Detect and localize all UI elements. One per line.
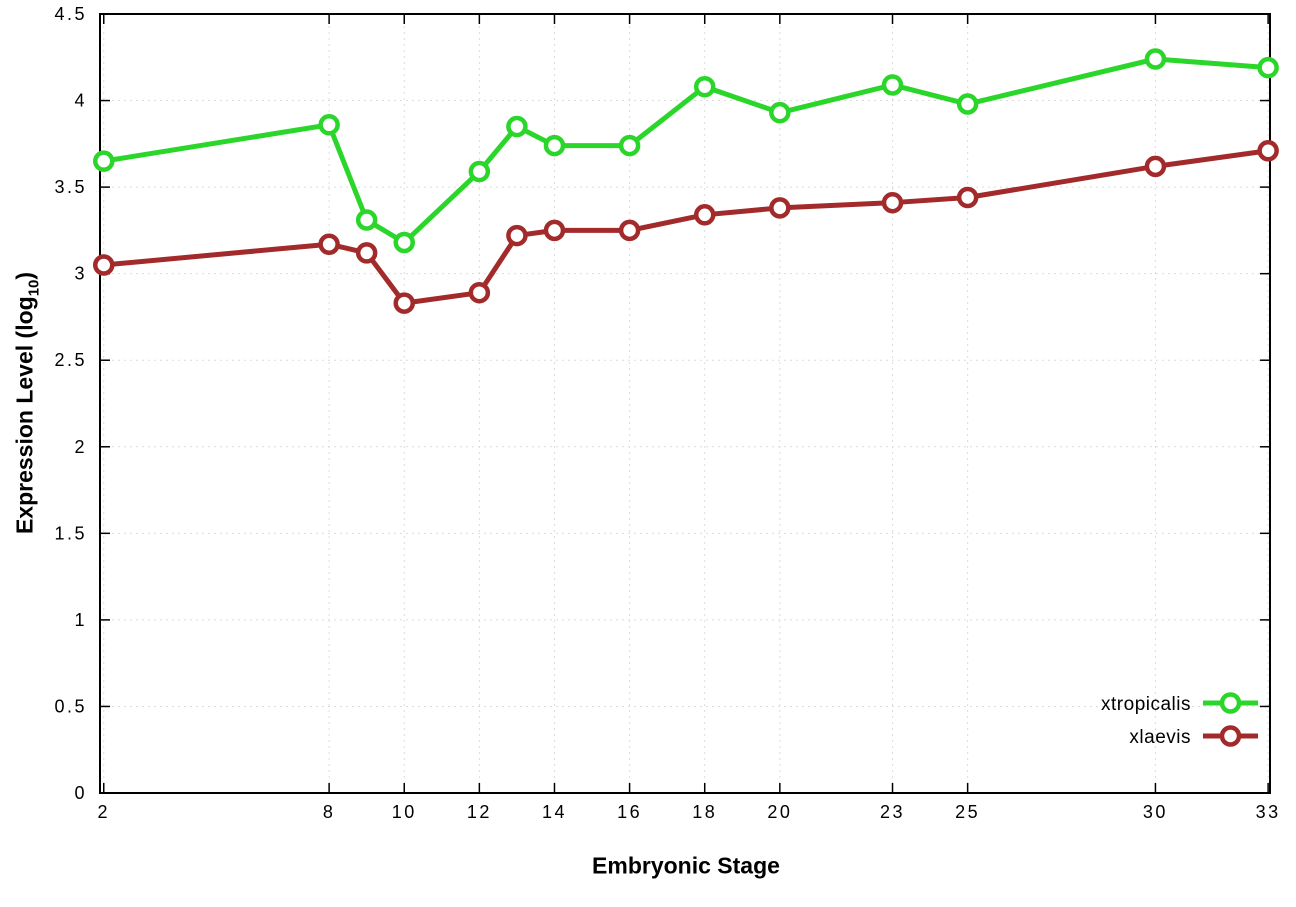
y-tick-label: 0: [74, 783, 87, 803]
marker-xtropicalis: [355, 209, 378, 231]
series-line-xlaevis: [101, 148, 1271, 306]
marker-xlaevis: [543, 219, 566, 242]
marker-xtropicalis: [468, 160, 491, 183]
marker-xlaevis: [693, 204, 716, 226]
x-tick-label: 14: [542, 802, 567, 822]
y-tick-label: 3.5: [54, 177, 87, 197]
x-axis-title: Embryonic Stage: [592, 852, 780, 879]
marker-xtropicalis: [543, 134, 566, 157]
marker-xtropicalis: [1144, 48, 1167, 70]
marker-xlaevis: [881, 191, 904, 214]
x-tick-label: 18: [692, 802, 717, 822]
plot-border: [99, 13, 1271, 794]
marker-xtropicalis: [393, 231, 415, 254]
y-axis-title: Expression Level (log10): [12, 272, 43, 534]
marker-xlaevis: [93, 254, 115, 276]
marker-xlaevis: [468, 281, 491, 304]
y-tick-label: 0.5: [54, 696, 87, 716]
x-tick-label: 2: [97, 802, 110, 822]
x-tick-label: 16: [617, 802, 642, 822]
marker-xlaevis: [618, 219, 641, 242]
marker-xtropicalis: [881, 74, 904, 96]
x-tick-label: 33: [1256, 802, 1281, 822]
y-tick-label: 4: [74, 91, 87, 111]
marker-xtropicalis: [769, 101, 791, 124]
y-axis-title-close: ): [11, 271, 38, 280]
x-tick-label: 8: [323, 802, 336, 822]
y-tick-label: 4.5: [54, 4, 87, 24]
y-axis-title-subscript: 10: [25, 279, 43, 297]
marker-xlaevis: [506, 224, 528, 247]
marker-xlaevis: [956, 186, 979, 209]
x-tick-label: 20: [767, 802, 792, 822]
y-axis-title-text: Expression Level (log: [11, 296, 38, 535]
marker-xtropicalis: [1257, 56, 1279, 79]
x-tick-label: 10: [392, 802, 417, 822]
y-tick-label: 2: [74, 437, 87, 457]
legend-marker-xtropicalis: [1219, 692, 1242, 714]
marker-xlaevis: [1257, 140, 1279, 162]
marker-xlaevis: [1144, 155, 1167, 178]
y-tick-label: 1.5: [54, 523, 87, 543]
legend-label-xtropicalis: xtropicalis: [1101, 694, 1191, 715]
y-tick-label: 3: [74, 264, 87, 284]
marker-xtropicalis: [956, 93, 979, 115]
series-line-xtropicalis: [101, 56, 1271, 246]
marker-xtropicalis: [318, 114, 340, 136]
marker-xtropicalis: [93, 150, 115, 172]
marker-xtropicalis: [506, 115, 528, 138]
x-tick-label: 12: [467, 802, 492, 822]
x-tick-label: 30: [1143, 802, 1168, 822]
x-tick-label: 25: [955, 802, 980, 822]
marker-xlaevis: [769, 197, 791, 219]
x-tick-label: 23: [880, 802, 905, 822]
marker-xlaevis: [318, 233, 340, 255]
y-tick-label: 2.5: [54, 350, 87, 370]
y-tick-label: 1: [74, 610, 87, 630]
legend-label-xlaevis: xlaevis: [1129, 727, 1191, 748]
legend-marker-xlaevis: [1219, 725, 1242, 747]
marker-xtropicalis: [618, 134, 641, 157]
marker-xlaevis: [393, 292, 415, 314]
marker-xlaevis: [355, 242, 378, 264]
marker-xtropicalis: [693, 75, 716, 98]
